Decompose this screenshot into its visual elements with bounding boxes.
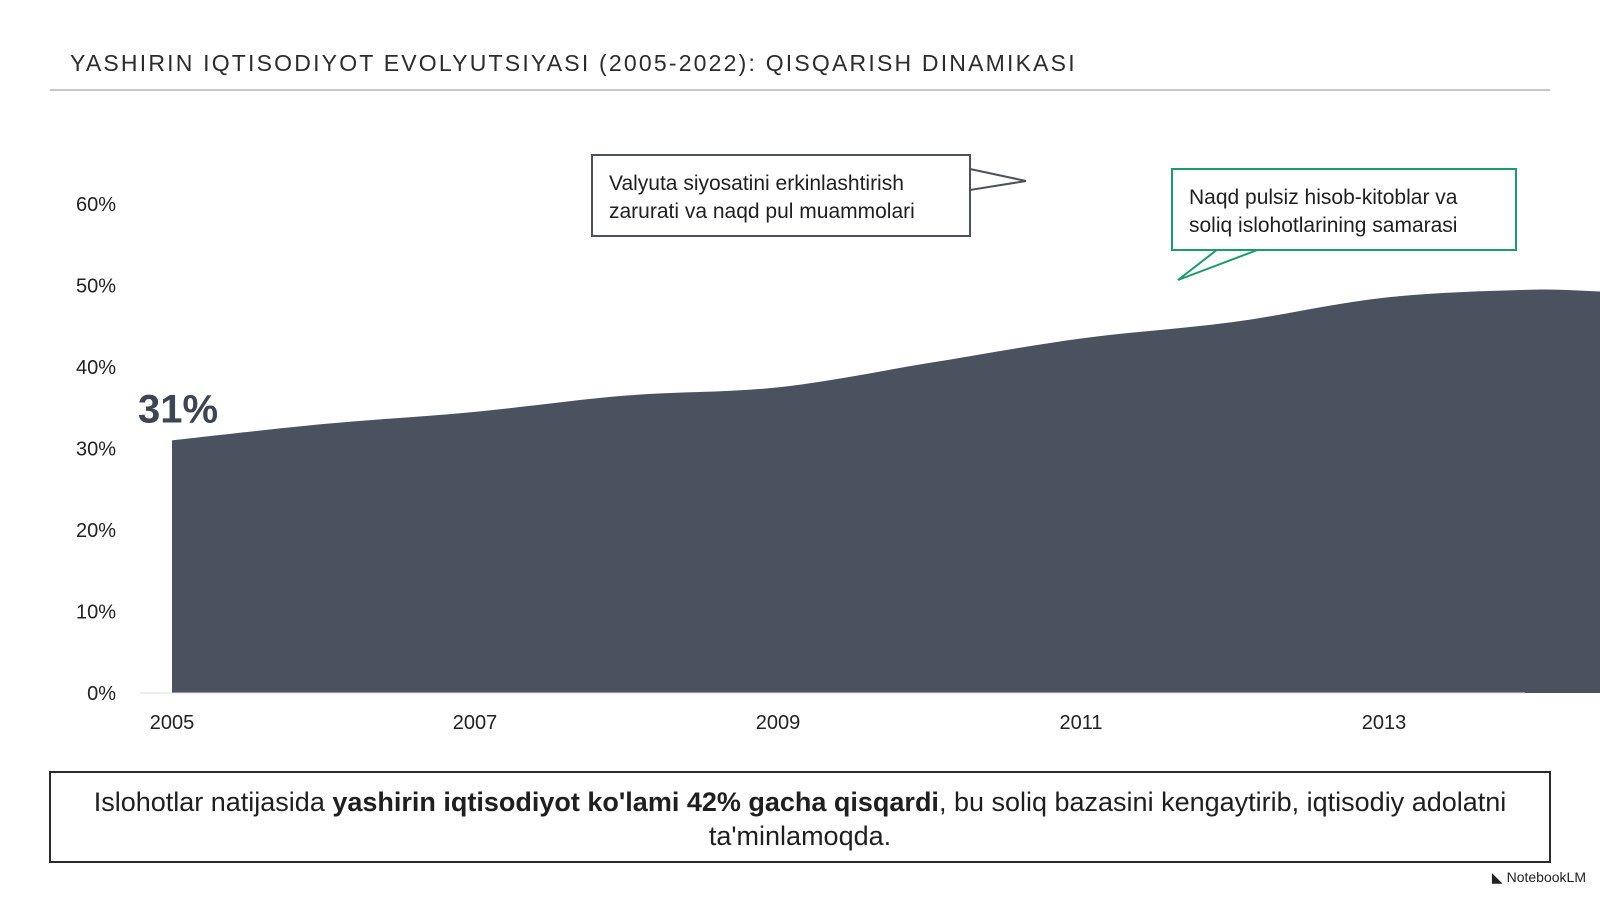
callout-currency-liberalization: Valyuta siyosatini erkinlashtirish zarur…: [591, 154, 971, 237]
x-tick-label: 2013: [1362, 712, 1407, 734]
y-tick-label: 20%: [76, 520, 116, 542]
title-divider: [50, 89, 1550, 91]
callout-pointer-left: [969, 167, 1027, 192]
x-tick-label: 2009: [756, 712, 801, 734]
brand-footer: ◣ NotebookLM: [1492, 869, 1586, 886]
area-segment-growth: [172, 289, 1600, 693]
summary-highlight: yashirin iqtisodiyot ko'lami 42% gacha q…: [332, 787, 939, 817]
callout-cashless-reforms: Naqd pulsiz hisob-kitoblar va soliq islo…: [1171, 168, 1517, 251]
summary-prefix: Islohotlar natijasida: [93, 787, 333, 817]
x-tick-label: 2005: [150, 712, 195, 734]
y-tick-label: 50%: [76, 276, 116, 298]
data-label-start: 31%: [138, 387, 218, 431]
callout-pointer-right: [1177, 248, 1261, 281]
x-tick-label: 2011: [1059, 712, 1102, 734]
chart-title: YASHIRIN IQTISODIYOT EVOLYUTSIYASI (2005…: [70, 50, 1077, 76]
y-tick-label: 60%: [76, 194, 116, 216]
y-tick-label: 10%: [76, 602, 116, 624]
x-tick-label: 2007: [453, 712, 498, 734]
brand-name: NotebookLM: [1506, 869, 1586, 885]
summary-suffix: , bu soliq bazasini kengaytirib, iqtisod…: [708, 787, 1507, 851]
y-tick-label: 0%: [87, 683, 116, 705]
summary-box: Islohotlar natijasida yashirin iqtisodiy…: [49, 771, 1551, 863]
y-tick-label: 30%: [76, 439, 116, 461]
notebooklm-logo-icon: ◣: [1491, 869, 1503, 885]
area-chart: 0% 10% 20% 30% 40% 50% 60% 2005 2007 2009 2011 2013…: [76, 167, 1600, 734]
y-tick-label: 40%: [76, 357, 116, 379]
